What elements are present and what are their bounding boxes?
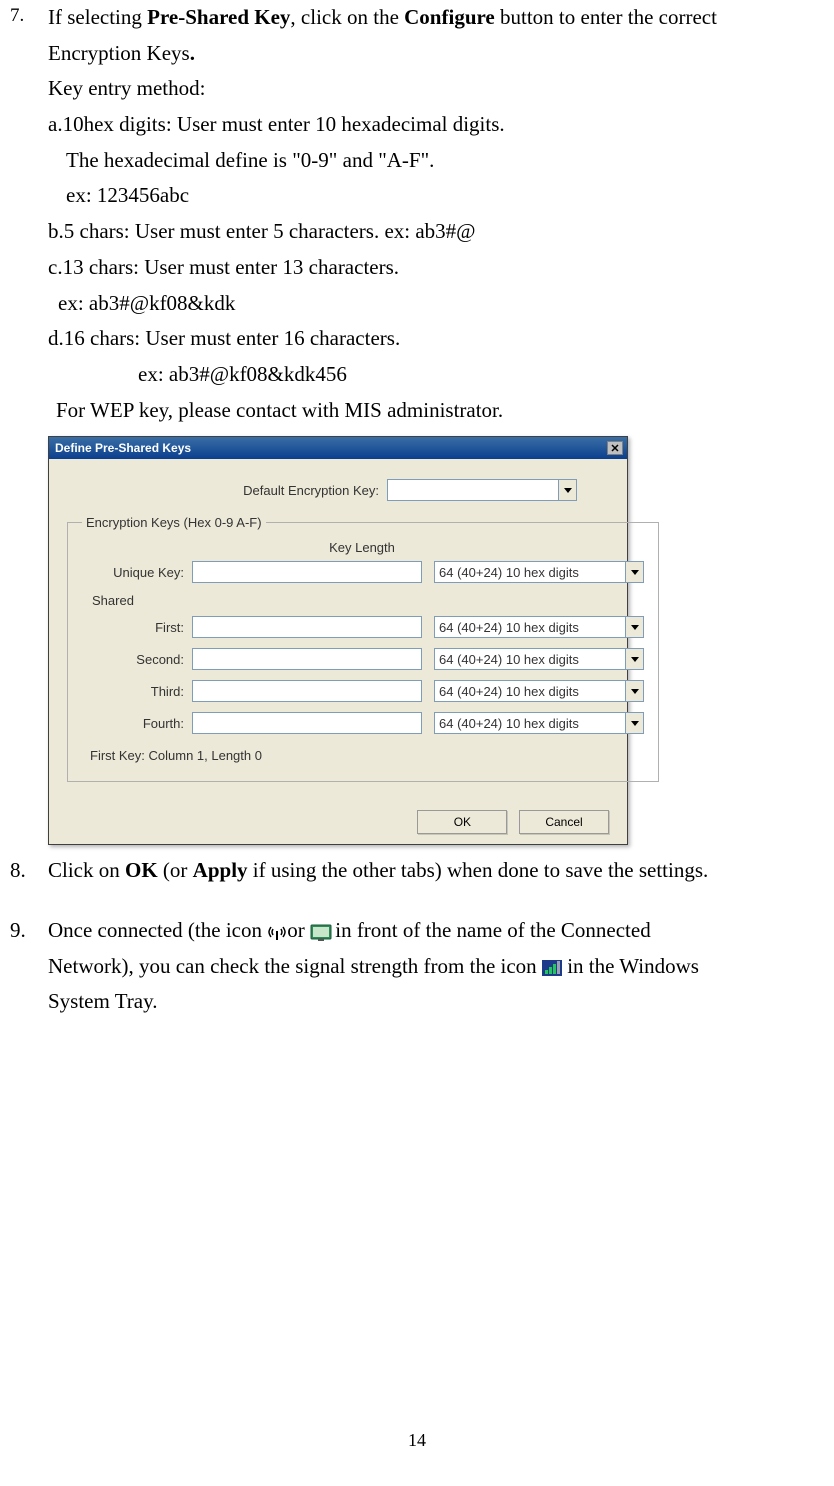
first-key-status: First Key: Column 1, Length 0 [90,748,644,763]
wep-note: For WEP key, please contact with MIS adm… [48,393,824,429]
unique-keylen-dropdown[interactable]: 64 (40+24) 10 hex digits [434,561,644,583]
bold-configure: Configure [404,5,495,29]
dropdown-selected: 64 (40+24) 10 hex digits [439,620,579,635]
bold-apply: Apply [193,858,248,882]
step8-text: Click on [48,858,125,882]
step7-text: If selecting [48,5,147,29]
dialog-title: Define Pre-Shared Keys [55,441,191,455]
first-keylen-dropdown[interactable]: 64 (40+24) 10 hex digits [434,616,644,638]
fourth-keylen-dropdown[interactable]: 64 (40+24) 10 hex digits [434,712,644,734]
cancel-button[interactable]: Cancel [519,810,609,834]
second-key-label: Second: [82,652,192,667]
default-encryption-label: Default Encryption Key: [67,483,387,498]
key-a-line1: a.10hex digits: User must enter 10 hexad… [48,107,824,143]
step-number-9: 9. [10,913,48,1020]
step9-text: in front of the name of the Connected [330,918,651,942]
step9-text: in the Windows [562,954,699,978]
dialog-titlebar: Define Pre-Shared Keys ✕ [49,437,627,459]
step9-text: Once connected (the icon [48,918,267,942]
step7-text: button to enter the correct [495,5,717,29]
step9-text: Network), you can check the signal stren… [48,954,542,978]
key-b: b.5 chars: User must enter 5 characters.… [48,214,824,250]
key-c-line1: c.13 chars: User must enter 13 character… [48,250,824,286]
page-number: 14 [0,1425,834,1456]
fourth-key-label: Fourth: [82,716,192,731]
key-a-line2: The hexadecimal define is "0-9" and "A-F… [48,143,824,179]
step8-text: (or [158,858,193,882]
key-entry-header: Key entry method: [48,71,824,107]
third-keylen-dropdown[interactable]: 64 (40+24) 10 hex digits [434,680,644,702]
close-button[interactable]: ✕ [607,441,623,455]
chevron-down-icon [625,617,643,637]
unique-key-input[interactable] [192,561,422,583]
default-encryption-dropdown[interactable] [387,479,577,501]
signal-tray-icon [542,960,562,976]
dropdown-selected: 64 (40+24) 10 hex digits [439,684,579,699]
step9-text: System Tray. [48,984,824,1020]
step-number-8: 8. [10,853,48,889]
chevron-down-icon [625,681,643,701]
first-key-label: First: [82,620,192,635]
fourth-key-input[interactable] [192,712,422,734]
second-key-input[interactable] [192,648,422,670]
bold-psk: Pre-Shared Key [147,5,290,29]
step-number-7: 7. [10,0,48,428]
antenna-icon [267,924,287,940]
bold-ok: OK [125,858,158,882]
chevron-down-icon [625,562,643,582]
define-psk-dialog: Define Pre-Shared Keys ✕ Default Encrypt… [48,436,628,845]
dropdown-selected: 64 (40+24) 10 hex digits [439,716,579,731]
chevron-down-icon [625,713,643,733]
first-key-input[interactable] [192,616,422,638]
bold-dot: . [190,41,195,65]
fieldset-legend: Encryption Keys (Hex 0-9 A-F) [82,515,266,530]
key-a-line3: ex: 123456abc [48,178,824,214]
ok-button[interactable]: OK [417,810,507,834]
step7-text: , click on the [290,5,404,29]
step7-enc-keys: Encryption Keys [48,41,190,65]
monitor-icon [310,924,330,940]
step9-text: or [287,918,310,942]
unique-key-label: Unique Key: [82,565,192,580]
second-keylen-dropdown[interactable]: 64 (40+24) 10 hex digits [434,648,644,670]
dropdown-selected: 64 (40+24) 10 hex digits [439,565,579,580]
key-d-line1: d.16 chars: User must enter 16 character… [48,321,824,357]
dropdown-selected: 64 (40+24) 10 hex digits [439,652,579,667]
key-length-header: Key Length [202,540,522,555]
third-key-input[interactable] [192,680,422,702]
step8-text: if using the other tabs) when done to sa… [248,858,709,882]
chevron-down-icon [558,480,576,500]
key-c-line2: ex: ab3#@kf08&kdk [48,286,824,322]
third-key-label: Third: [82,684,192,699]
chevron-down-icon [625,649,643,669]
encryption-keys-fieldset: Encryption Keys (Hex 0-9 A-F) Key Length… [67,515,659,782]
key-d-line2: ex: ab3#@kf08&kdk456 [48,357,824,393]
shared-label: Shared [92,593,644,608]
